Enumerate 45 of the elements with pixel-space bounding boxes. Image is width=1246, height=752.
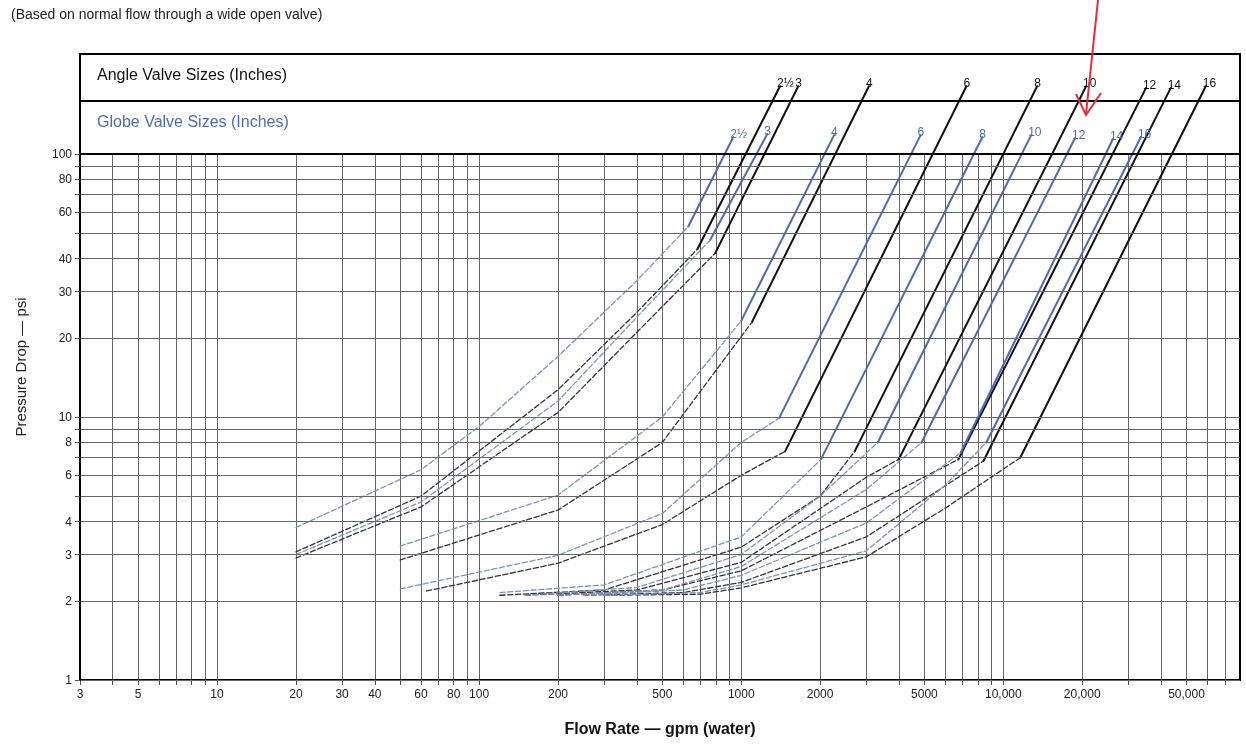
series-label: 6 — [963, 76, 971, 91]
y-tick-label: 2 — [65, 593, 73, 608]
x-tick-label: 80 — [447, 687, 461, 701]
y-tick-label: 1 — [65, 673, 73, 687]
y-tick-label: 10 — [58, 410, 73, 424]
y-tick-label: 30 — [58, 284, 73, 299]
x-axis-title: Flow Rate — gpm (water) — [564, 719, 756, 737]
x-tick-label: 100 — [469, 687, 490, 701]
y-tick-label: 40 — [58, 251, 73, 266]
y-tick-label: 4 — [65, 514, 73, 529]
y-tick-label: 60 — [58, 205, 73, 220]
x-tick-label: 40 — [368, 687, 382, 701]
series-label: 12 — [1142, 78, 1157, 93]
annotation: Angle Valve Sizes (Inches) — [97, 65, 288, 83]
y-axis-title: Pressure Drop — psi — [12, 297, 29, 437]
x-tick-label: 60 — [414, 687, 428, 701]
x-tick-label: 5 — [134, 687, 142, 701]
series-label: 12 — [1072, 128, 1086, 143]
y-tick-label: 20 — [58, 330, 73, 345]
series-label: 16 — [1202, 76, 1217, 91]
x-tick-label: 10 — [210, 687, 225, 701]
x-tick-label: 2000 — [806, 687, 834, 701]
series-label: 2½ — [777, 76, 794, 91]
x-tick-label: 500 — [652, 687, 673, 701]
x-tick-label: 5000 — [911, 687, 939, 701]
x-tick-label: 3 — [76, 687, 84, 701]
y-tick-label: 6 — [65, 468, 73, 483]
series-label: 4 — [865, 76, 873, 91]
y-tick-label: 3 — [65, 547, 73, 562]
y-tick-label: 80 — [58, 172, 73, 187]
x-tick-label: 20 — [289, 687, 303, 701]
chart-title: (Based on normal flow through a wide open valve) — [11, 6, 323, 22]
x-tick-label: 10,000 — [984, 687, 1022, 701]
series-label: 4 — [831, 125, 839, 140]
annotation: Globe Valve Sizes (Inches) — [97, 112, 289, 130]
series-label: 14 — [1167, 78, 1182, 93]
x-tick-label: 200 — [548, 687, 569, 701]
series-label: 8 — [979, 127, 987, 142]
y-tick-label: 8 — [65, 435, 73, 450]
x-tick-label: 1000 — [727, 687, 755, 701]
x-tick-label: 50,000 — [1168, 687, 1206, 701]
x-tick-label: 30 — [335, 687, 350, 701]
series-label: 6 — [917, 125, 925, 140]
x-tick-label: 20,000 — [1063, 687, 1101, 701]
y-tick-label: 100 — [51, 147, 73, 161]
